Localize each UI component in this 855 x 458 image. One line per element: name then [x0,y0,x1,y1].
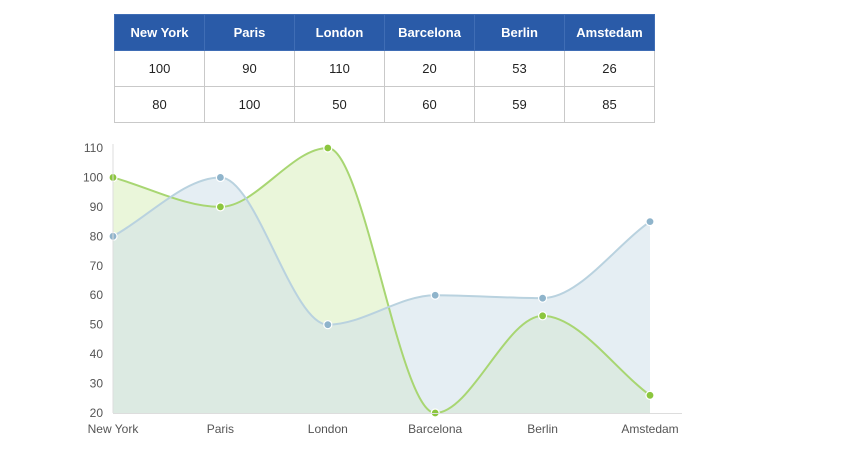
table-row: 80 100 50 60 59 85 [114,86,655,123]
column-header: New York [114,14,205,51]
y-tick-label: 80 [90,229,104,243]
series-area [113,177,650,413]
data-point [645,390,655,400]
x-tick-label: New York [88,422,140,436]
table-cell: 85 [564,86,655,123]
table-row: 100 90 110 20 53 26 [114,50,655,87]
data-point [215,172,225,183]
column-header: Berlin [474,14,565,51]
table-cell: 59 [474,86,565,123]
y-tick-label: 70 [90,259,104,273]
data-point [323,320,333,330]
data-table: New York Paris London Barcelona Berlin A… [114,14,655,123]
data-point [537,311,548,321]
y-tick-label: 20 [90,406,104,420]
table-cell: 100 [204,86,295,123]
x-tick-label: Berlin [527,422,558,436]
y-tick-label: 110 [84,141,103,155]
data-point [430,290,440,300]
table-cell: 110 [294,50,385,87]
y-tick-label: 40 [90,347,104,361]
table-cell: 26 [564,50,655,87]
data-point [215,202,225,212]
table-cell: 80 [114,86,205,123]
y-tick-label: 50 [90,318,104,332]
data-point [537,293,548,303]
table-header-row: New York Paris London Barcelona Berlin A… [114,14,655,51]
y-tick-label: 100 [83,170,103,184]
data-point [323,143,333,153]
y-tick-label: 90 [90,200,104,214]
y-tick-label: 30 [90,377,104,391]
table-cell: 53 [474,50,565,87]
column-header: Amstedam [564,14,655,51]
x-tick-label: Barcelona [408,422,462,436]
x-tick-label: Amstedam [621,422,678,436]
x-tick-label: Paris [207,422,234,436]
table-cell: 90 [204,50,295,87]
series-line [112,176,651,326]
x-tick-label: London [308,422,348,436]
table-cell: 100 [114,50,205,87]
y-tick-label: 60 [90,288,104,302]
data-point [645,217,655,227]
table-cell: 60 [384,86,475,123]
table-cell: 50 [294,86,385,123]
